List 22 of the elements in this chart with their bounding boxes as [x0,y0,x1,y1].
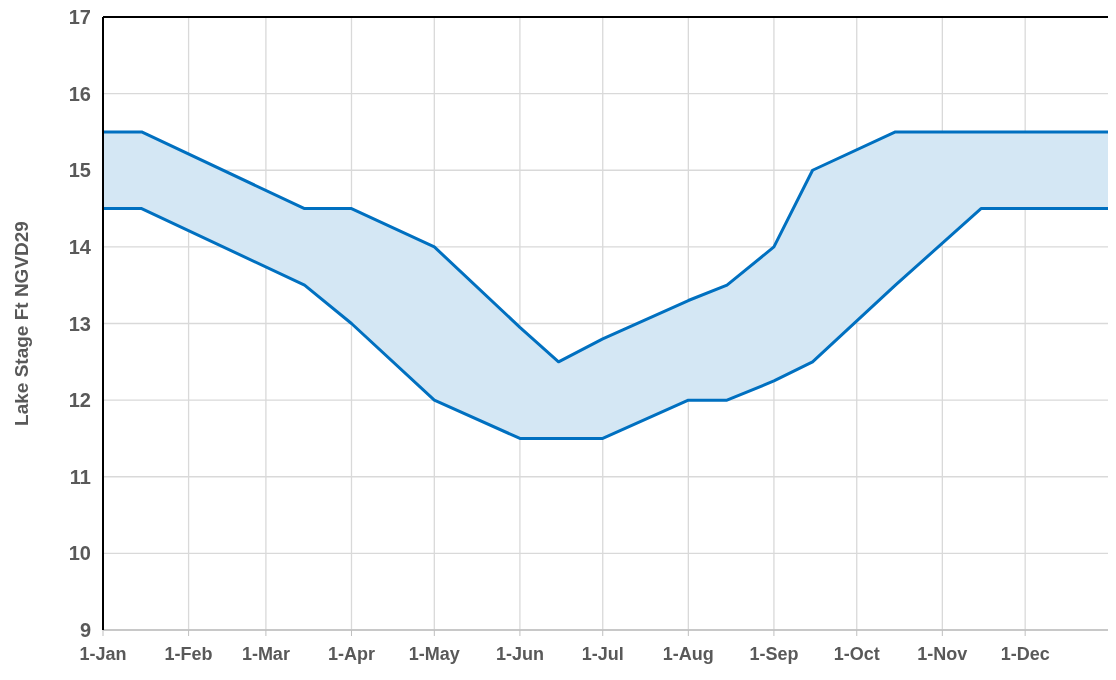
y-tick-label: 14 [68,235,92,258]
x-tick-label: 1-Jun [495,644,544,664]
x-tick-label: 1-Mar [241,644,290,664]
y-tick-label: 10 [68,542,91,565]
y-tick-label: 15 [68,159,91,182]
y-tick-label: 16 [68,82,91,105]
x-tick-label: 1-Sep [749,644,799,664]
y-tick-label: 13 [68,312,91,335]
x-tick-label: 1-Feb [164,644,213,664]
x-tick-label: 1-Jul [581,644,624,664]
x-tick-label: 1-Apr [327,644,375,664]
y-axis-title: Lake Stage Ft NGVD29 [11,221,32,426]
y-tick-label: 11 [69,465,91,488]
x-tick-label: 1-Oct [833,644,880,664]
y-tick-label: 9 [79,619,91,641]
y-tick-label: 12 [68,389,91,412]
x-tick-label: 1-Nov [917,644,968,664]
y-tick-label: 17 [68,6,91,28]
x-tick-label: 1-Aug [662,644,714,664]
x-tick-label: 1-Dec [1000,644,1050,664]
x-tick-label: 1-Jan [79,644,127,664]
x-tick-label: 1-May [408,644,460,664]
